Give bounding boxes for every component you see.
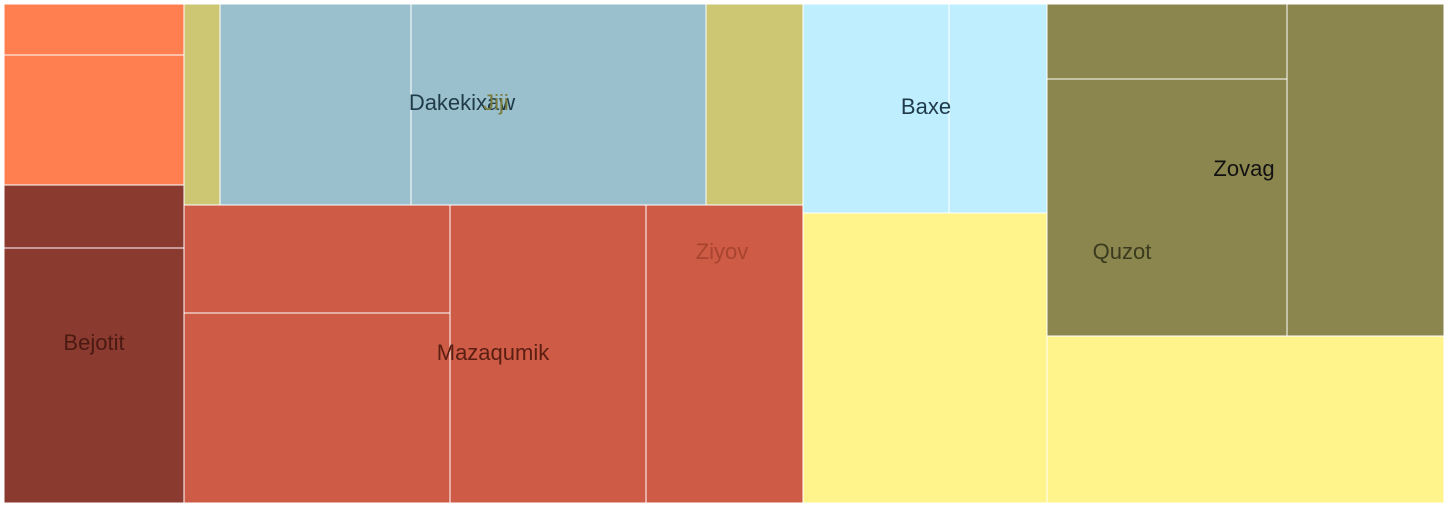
treemap-cell-10[interactable]	[183, 312, 451, 504]
treemap-cell-13[interactable]	[802, 3, 950, 214]
treemap-cell-12[interactable]	[645, 204, 804, 504]
zovag-label: Zovag	[1213, 156, 1274, 181]
treemap-cell-16[interactable]	[1046, 3, 1288, 80]
treemap-cell-5[interactable]	[183, 3, 221, 206]
treemap-cell-7[interactable]	[410, 3, 707, 206]
treemap-cell-15[interactable]	[802, 212, 1048, 504]
treemap-cell-18[interactable]	[1286, 3, 1445, 337]
treemap-cell-4[interactable]	[3, 247, 185, 504]
treemap-cell-19[interactable]	[1046, 335, 1445, 504]
treemap-cell-2[interactable]	[3, 54, 185, 186]
mazaqumik-label: Mazaqumik	[437, 340, 550, 365]
treemap-cell-17[interactable]	[1046, 78, 1288, 337]
bejotit-label: Bejotit	[63, 330, 124, 355]
jiji-label: Jiji	[483, 90, 509, 115]
treemap-cell-1[interactable]	[3, 3, 185, 56]
treemap-cells	[3, 3, 1445, 504]
ziyov-label: Ziyov	[696, 239, 749, 264]
treemap-cell-3[interactable]	[3, 184, 185, 249]
treemap-cell-8[interactable]	[705, 3, 804, 206]
quzot-label: Quzot	[1093, 239, 1152, 264]
baxe-label: Baxe	[901, 94, 951, 119]
dakekixaw-label: Dakekixaw	[409, 90, 515, 115]
treemap-cell-14[interactable]	[948, 3, 1048, 214]
treemap-cell-6[interactable]	[219, 3, 412, 206]
treemap-cell-9[interactable]	[183, 204, 451, 314]
